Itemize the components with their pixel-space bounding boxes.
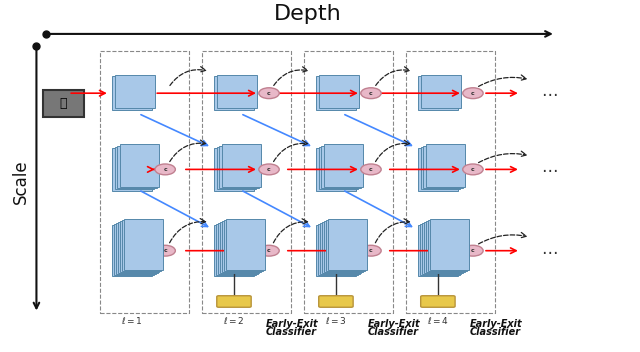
Bar xyxy=(422,223,461,274)
Bar xyxy=(424,222,463,273)
Bar xyxy=(115,75,155,108)
Bar xyxy=(429,219,469,270)
Circle shape xyxy=(463,88,483,99)
Text: $\ell = 3$: $\ell = 3$ xyxy=(325,315,347,326)
Bar xyxy=(220,145,259,188)
Circle shape xyxy=(259,88,279,99)
Text: c: c xyxy=(471,248,475,253)
Circle shape xyxy=(155,164,175,175)
Bar xyxy=(218,223,257,274)
Bar xyxy=(222,144,261,187)
Bar xyxy=(322,222,362,273)
Bar xyxy=(120,221,159,272)
Text: Early-Exit: Early-Exit xyxy=(470,319,522,328)
Bar xyxy=(217,147,256,189)
Bar xyxy=(112,148,152,190)
Text: c: c xyxy=(471,91,475,96)
Bar xyxy=(316,225,356,276)
Text: c: c xyxy=(163,167,167,172)
Bar xyxy=(406,51,495,313)
Circle shape xyxy=(361,164,381,175)
Circle shape xyxy=(259,245,279,256)
Bar xyxy=(124,219,163,270)
FancyBboxPatch shape xyxy=(319,296,353,307)
Text: c: c xyxy=(369,91,373,96)
Bar xyxy=(321,145,361,188)
Bar xyxy=(220,222,259,273)
FancyBboxPatch shape xyxy=(420,296,455,307)
Bar xyxy=(426,221,465,272)
Bar xyxy=(324,221,364,272)
Text: $\ell = 2$: $\ell = 2$ xyxy=(223,315,245,326)
Bar xyxy=(418,76,458,110)
Bar xyxy=(224,220,263,271)
Bar xyxy=(423,145,463,188)
Bar xyxy=(320,223,360,274)
Bar xyxy=(304,51,394,313)
Text: $\ell = 4$: $\ell = 4$ xyxy=(427,315,449,326)
Text: Classifier: Classifier xyxy=(470,327,521,337)
Bar xyxy=(214,225,253,276)
Text: c: c xyxy=(471,167,475,172)
Text: c: c xyxy=(267,248,271,253)
Text: c: c xyxy=(163,248,167,253)
Bar xyxy=(214,148,253,190)
FancyBboxPatch shape xyxy=(43,90,84,117)
Circle shape xyxy=(463,164,483,175)
Bar xyxy=(319,147,358,189)
Text: $\cdots$: $\cdots$ xyxy=(541,161,557,178)
Bar xyxy=(117,145,157,188)
Bar xyxy=(112,225,152,276)
Bar xyxy=(421,75,461,108)
Bar xyxy=(328,219,367,270)
Circle shape xyxy=(463,245,483,256)
Bar xyxy=(216,224,255,275)
Bar xyxy=(316,148,356,190)
Bar xyxy=(319,75,359,108)
Circle shape xyxy=(259,164,279,175)
Bar xyxy=(428,220,467,271)
Bar xyxy=(114,224,154,275)
Bar xyxy=(214,76,253,110)
Text: Classifier: Classifier xyxy=(368,327,419,337)
Text: c: c xyxy=(369,248,373,253)
Circle shape xyxy=(361,88,381,99)
Bar xyxy=(226,219,265,270)
Bar xyxy=(318,224,358,275)
Bar xyxy=(222,221,261,272)
Bar xyxy=(418,225,458,276)
Text: Early-Exit: Early-Exit xyxy=(266,319,319,328)
Circle shape xyxy=(155,245,175,256)
Bar xyxy=(116,223,156,274)
FancyBboxPatch shape xyxy=(217,296,251,307)
Text: c: c xyxy=(267,91,271,96)
Text: c: c xyxy=(369,167,373,172)
Bar xyxy=(418,148,458,190)
Bar xyxy=(115,147,154,189)
Text: Depth: Depth xyxy=(273,4,341,24)
Bar xyxy=(426,144,465,187)
Bar xyxy=(316,76,356,110)
Text: Early-Exit: Early-Exit xyxy=(368,319,420,328)
Bar xyxy=(112,76,152,110)
Text: $\cdots$: $\cdots$ xyxy=(541,84,557,102)
Text: Classifier: Classifier xyxy=(266,327,317,337)
Circle shape xyxy=(361,245,381,256)
Bar xyxy=(324,144,364,187)
Bar xyxy=(420,147,460,189)
Text: 🐾: 🐾 xyxy=(60,97,67,110)
Text: $\cdots$: $\cdots$ xyxy=(541,242,557,260)
Bar xyxy=(122,220,161,271)
Bar xyxy=(120,144,159,187)
Bar xyxy=(218,75,257,108)
Text: c: c xyxy=(267,167,271,172)
Bar xyxy=(202,51,291,313)
Bar xyxy=(326,220,365,271)
Bar xyxy=(118,222,157,273)
Text: $\ell = 1$: $\ell = 1$ xyxy=(121,315,143,326)
Bar xyxy=(420,224,460,275)
Bar xyxy=(100,51,189,313)
Text: Scale: Scale xyxy=(12,159,29,203)
